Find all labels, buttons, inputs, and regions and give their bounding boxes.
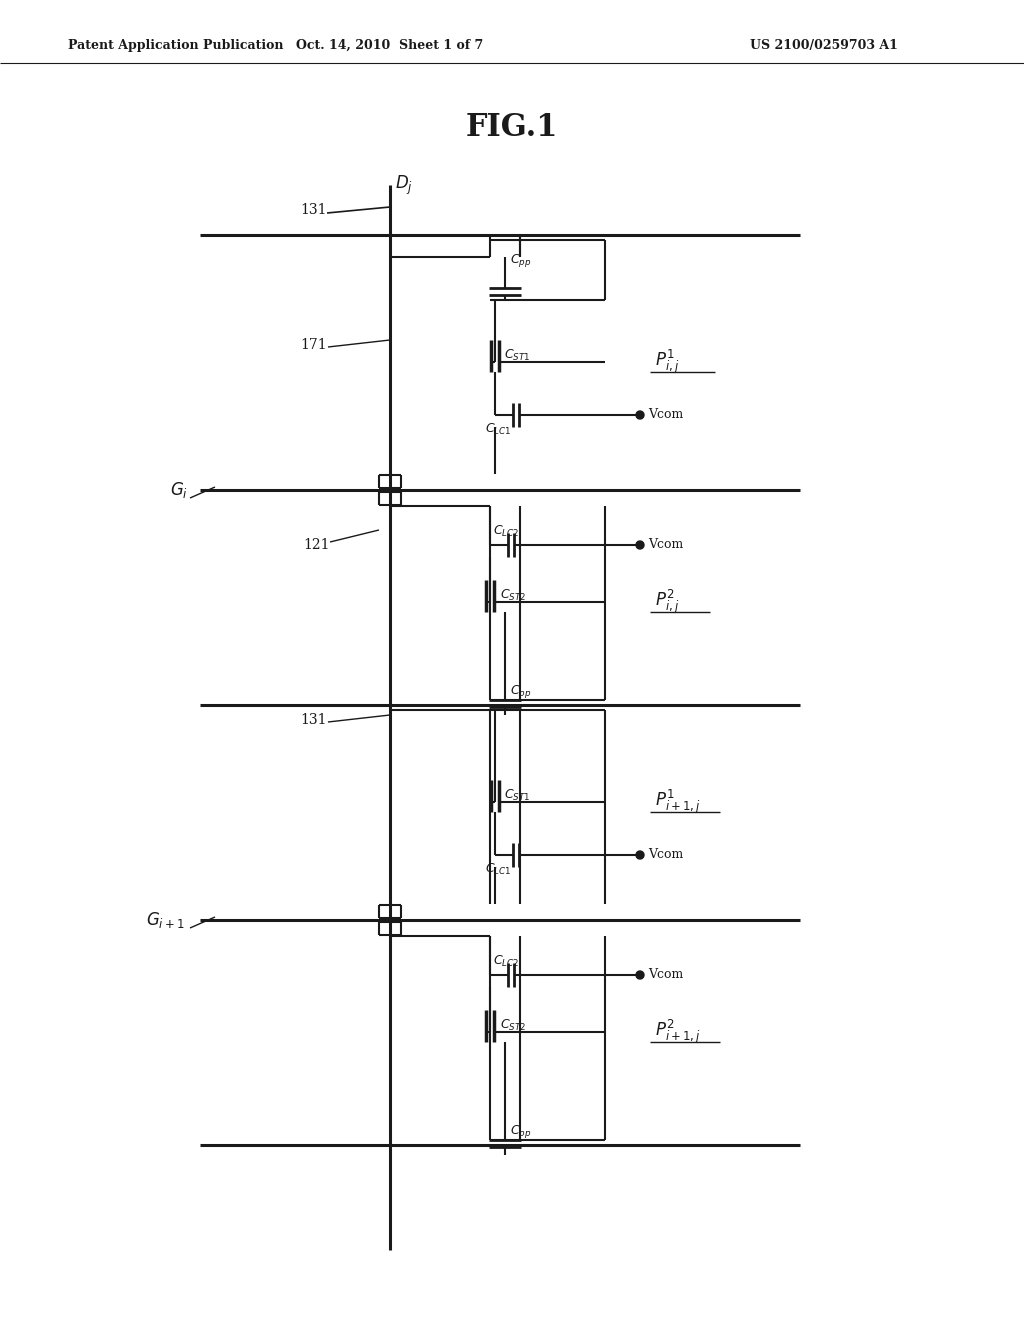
- Text: $C_{pp}$: $C_{pp}$: [510, 252, 531, 268]
- Text: 171: 171: [300, 338, 327, 352]
- Text: Vcom: Vcom: [648, 969, 683, 982]
- Text: Vcom: Vcom: [648, 539, 683, 552]
- Circle shape: [636, 851, 644, 859]
- Text: Patent Application Publication: Patent Application Publication: [68, 38, 284, 51]
- Text: 121: 121: [303, 539, 330, 552]
- Text: $C_{ST2}$: $C_{ST2}$: [500, 587, 526, 602]
- Text: $P^1_{i+1,j}$: $P^1_{i+1,j}$: [655, 788, 701, 816]
- Text: $C_{LC1}$: $C_{LC1}$: [485, 862, 511, 876]
- Circle shape: [636, 541, 644, 549]
- Text: 131: 131: [300, 713, 327, 727]
- Text: $C_{ST1}$: $C_{ST1}$: [504, 347, 530, 363]
- Text: US 2100/0259703 A1: US 2100/0259703 A1: [750, 38, 898, 51]
- Text: $P^2_{i+1,j}$: $P^2_{i+1,j}$: [655, 1018, 701, 1047]
- Text: $C_{LC2}$: $C_{LC2}$: [493, 953, 519, 969]
- Text: $C_{ST2}$: $C_{ST2}$: [500, 1018, 526, 1032]
- Text: $P^2_{i,j}$: $P^2_{i,j}$: [655, 587, 680, 616]
- Circle shape: [636, 972, 644, 979]
- Text: $C_{LC2}$: $C_{LC2}$: [493, 524, 519, 539]
- Circle shape: [636, 411, 644, 418]
- Text: $G_i$: $G_i$: [170, 480, 188, 500]
- Text: Vcom: Vcom: [648, 408, 683, 421]
- Text: $C_{LC1}$: $C_{LC1}$: [485, 421, 511, 437]
- Text: FIG.1: FIG.1: [466, 112, 558, 144]
- Text: 131: 131: [300, 203, 327, 216]
- Text: $C_{ST1}$: $C_{ST1}$: [504, 788, 530, 803]
- Text: $G_{i+1}$: $G_{i+1}$: [146, 909, 185, 931]
- Text: $C_{pp}$: $C_{pp}$: [510, 684, 531, 701]
- Text: $P^1_{i,j}$: $P^1_{i,j}$: [655, 348, 680, 376]
- Text: $C_{pp}$: $C_{pp}$: [510, 1123, 531, 1140]
- Text: Vcom: Vcom: [648, 849, 683, 862]
- Text: $D_j$: $D_j$: [395, 173, 413, 197]
- Text: Oct. 14, 2010  Sheet 1 of 7: Oct. 14, 2010 Sheet 1 of 7: [296, 38, 483, 51]
